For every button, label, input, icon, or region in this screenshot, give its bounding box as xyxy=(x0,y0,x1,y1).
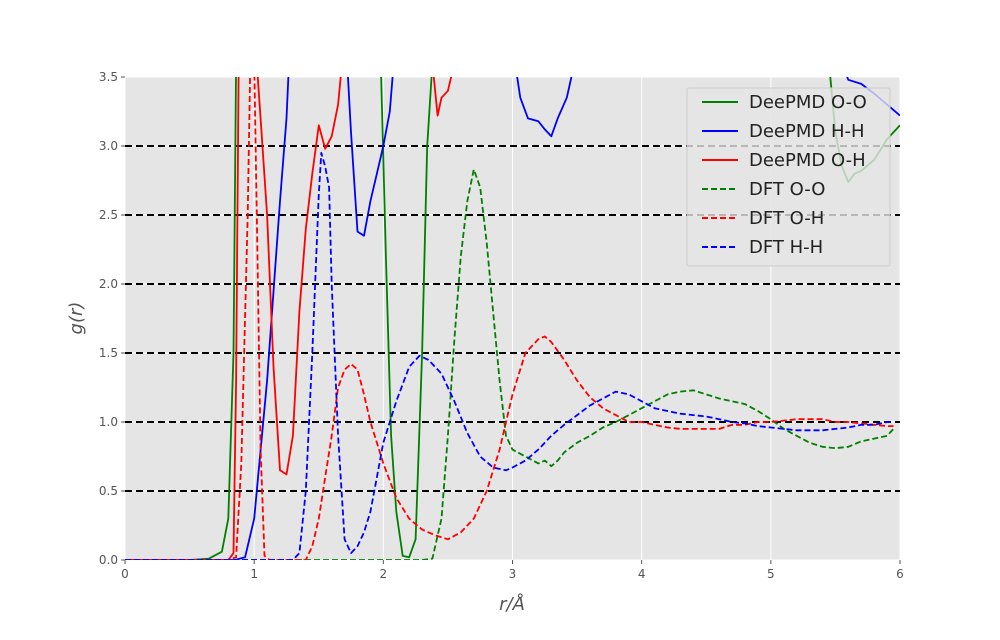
y-tick-label: 2.0 xyxy=(99,277,118,291)
y-tick-label: 1.0 xyxy=(99,415,118,429)
legend-label: DeePMD H-H xyxy=(749,121,865,142)
x-tick-label: 0 xyxy=(121,567,129,581)
series-line-dft-o-h xyxy=(125,77,894,560)
x-tick-label: 2 xyxy=(380,567,388,581)
y-tick-label: 1.5 xyxy=(99,346,118,360)
x-tick-label: 1 xyxy=(250,567,258,581)
legend-label: DFT O-H xyxy=(749,208,824,229)
x-axis-label: r/Å xyxy=(499,593,525,615)
series-line-dft-h-h xyxy=(125,151,894,560)
x-tick-label: 3 xyxy=(509,567,517,581)
axis-ticks: 0 1 2 3 4 5 6 0.0 0.5 1.0 1.5 2.0 2.5 3.0 3.5 xyxy=(99,70,904,581)
y-axis-label: g(r) xyxy=(66,302,87,335)
legend: DeePMD O-O DeePMD H-H DeePMD O-H DFT O-O DFT… xyxy=(686,87,891,267)
legend-box xyxy=(686,87,891,267)
legend-label: DeePMD O-H xyxy=(749,150,866,171)
reference-lines xyxy=(125,145,900,492)
series-line-dft-o-o xyxy=(125,168,895,560)
y-tick-label: 3.0 xyxy=(99,139,118,153)
x-tick-label: 6 xyxy=(896,567,904,581)
legend-label: DFT H-H xyxy=(749,237,823,258)
x-tick-label: 5 xyxy=(767,567,775,581)
legend-label: DFT O-O xyxy=(749,179,825,200)
y-tick-label: 0.0 xyxy=(99,553,118,567)
x-tick-label: 4 xyxy=(638,567,646,581)
y-tick-label: 3.5 xyxy=(99,70,118,84)
series-line-deepmd-o-h xyxy=(125,77,453,560)
y-tick-label: 0.5 xyxy=(99,484,118,498)
y-tick-label: 2.5 xyxy=(99,208,118,222)
series-line-deepmd-h-h xyxy=(125,77,900,560)
legend-label: DeePMD O-O xyxy=(749,92,867,113)
